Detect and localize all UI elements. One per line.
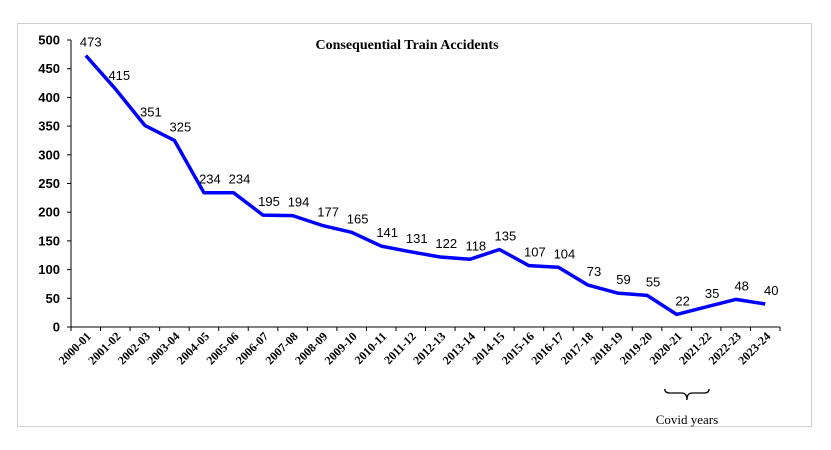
data-label: 122 (435, 236, 457, 251)
data-label: 55 (646, 274, 660, 289)
data-label: 415 (108, 68, 130, 83)
data-label: 234 (229, 172, 251, 187)
chart-frame (17, 23, 812, 427)
data-label: 473 (80, 34, 102, 49)
y-tick-label: 250 (38, 176, 60, 191)
data-label: 22 (675, 293, 689, 308)
data-label: 48 (734, 278, 748, 293)
data-labels: 473 415 351 325 234 234 195 194 177 165 141 131 122 1… (80, 34, 779, 308)
y-tick-label: 300 (38, 147, 60, 162)
y-tick-label: 500 (38, 33, 60, 48)
covid-brace (664, 388, 710, 401)
data-label: 195 (258, 194, 280, 209)
data-label: 135 (495, 229, 517, 244)
data-label: 325 (170, 119, 192, 134)
data-label: 141 (376, 225, 398, 240)
y-tick-label: 0 (53, 320, 60, 335)
data-label: 177 (317, 204, 339, 219)
y-tick-label: 400 (38, 90, 60, 105)
chart-title: Consequential Train Accidents (315, 38, 499, 53)
data-label: 234 (199, 172, 221, 187)
data-label: 59 (616, 272, 630, 287)
x-tick-labels: 2000-012001-022002-032003-042004-052005-… (56, 327, 781, 367)
data-label: 118 (465, 238, 486, 253)
data-label: 131 (406, 231, 428, 246)
data-label: 165 (347, 211, 369, 226)
x-tick-label: 2023-24 (735, 329, 773, 367)
data-label: 351 (140, 105, 162, 120)
y-tick-label: 50 (46, 291, 60, 306)
covid-annotation: Covid years (656, 388, 718, 427)
y-tick-label: 350 (38, 119, 60, 134)
x-tick-label: 2010-11 (352, 329, 390, 367)
data-label: 104 (554, 246, 576, 261)
x-tick-label: 2009-10 (322, 329, 360, 367)
y-tick-label: 200 (38, 205, 60, 220)
y-tick-label: 150 (38, 233, 60, 248)
covid-years-label: Covid years (656, 412, 718, 427)
data-label: 73 (587, 264, 601, 279)
data-label: 194 (288, 195, 310, 210)
data-label: 35 (705, 286, 719, 301)
y-tick-labels: 0 50 100 150 200 250 300 350 400 450 500 (38, 33, 71, 335)
data-label: 40 (764, 283, 778, 298)
series-line (84, 54, 766, 317)
y-tick-label: 100 (38, 262, 60, 277)
y-tick-label: 450 (38, 61, 60, 76)
data-label: 107 (524, 245, 546, 260)
